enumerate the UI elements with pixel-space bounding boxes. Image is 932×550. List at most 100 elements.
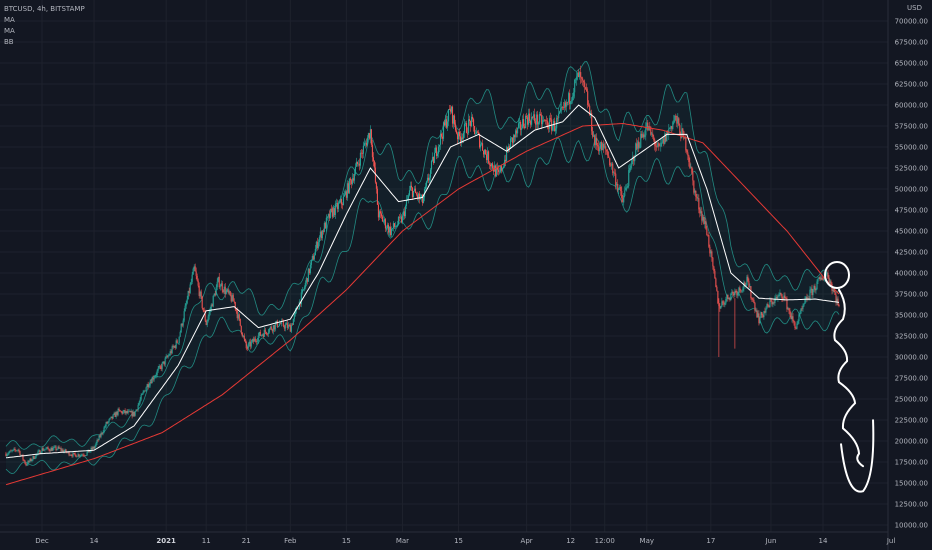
candle bbox=[311, 254, 313, 262]
candle bbox=[144, 390, 146, 392]
indicator-label-bb[interactable]: BB bbox=[4, 38, 14, 46]
candle bbox=[635, 142, 637, 157]
candle bbox=[308, 268, 310, 275]
candle bbox=[731, 288, 733, 296]
candle bbox=[57, 445, 59, 450]
candle bbox=[132, 409, 134, 417]
candle bbox=[708, 231, 710, 249]
candle bbox=[537, 110, 539, 130]
time-tick-label: 12:00 bbox=[595, 537, 615, 545]
candle bbox=[565, 100, 567, 111]
candle bbox=[630, 163, 632, 172]
candle bbox=[53, 445, 55, 450]
candle bbox=[706, 225, 708, 236]
candle bbox=[190, 278, 192, 286]
candle bbox=[457, 131, 460, 143]
candle bbox=[699, 207, 701, 218]
candle bbox=[838, 303, 840, 308]
time-axis-background bbox=[0, 532, 888, 550]
indicator-label-ma-fast[interactable]: MA bbox=[4, 16, 15, 24]
candle bbox=[377, 202, 379, 221]
candle bbox=[636, 138, 638, 151]
symbol-title[interactable]: BTCUSD, 4h, BITSTAMP bbox=[4, 5, 85, 13]
price-tick-label: 65000.00 bbox=[895, 60, 928, 68]
candle bbox=[734, 288, 736, 298]
candle bbox=[677, 113, 679, 129]
candle bbox=[361, 149, 363, 159]
bollinger-lower bbox=[5, 137, 840, 475]
candle bbox=[579, 71, 581, 80]
candle bbox=[560, 104, 562, 113]
candle bbox=[160, 364, 162, 372]
candle bbox=[721, 297, 723, 308]
candle bbox=[309, 262, 311, 275]
candle bbox=[544, 118, 546, 122]
candle bbox=[834, 290, 836, 295]
candle bbox=[301, 286, 303, 295]
candle bbox=[136, 409, 138, 412]
candle bbox=[439, 129, 442, 150]
candle bbox=[110, 416, 112, 419]
time-axis[interactable]: Dec 14 2021 11 21 Feb 15 Mar 15 Apr 12 12:00 May 17 Ju… bbox=[35, 537, 895, 545]
candle bbox=[790, 311, 792, 320]
candle bbox=[502, 167, 504, 173]
candle bbox=[149, 379, 151, 388]
candle bbox=[318, 235, 320, 247]
candle bbox=[78, 453, 80, 458]
candle bbox=[669, 127, 671, 130]
candle bbox=[651, 131, 653, 138]
candle bbox=[365, 138, 367, 148]
candle bbox=[736, 289, 738, 299]
candle bbox=[273, 324, 275, 332]
candle bbox=[403, 207, 406, 220]
candle bbox=[49, 448, 51, 453]
candle bbox=[739, 285, 741, 293]
candle bbox=[307, 267, 309, 282]
candle bbox=[542, 115, 544, 128]
candle bbox=[562, 106, 564, 111]
price-tick-label: 20000.00 bbox=[895, 438, 928, 446]
candle bbox=[134, 411, 136, 417]
candle bbox=[702, 213, 704, 223]
candle bbox=[13, 447, 15, 451]
candle bbox=[637, 139, 639, 153]
candle bbox=[385, 225, 387, 231]
candle bbox=[131, 410, 133, 419]
candle bbox=[647, 120, 649, 132]
candle bbox=[341, 202, 343, 210]
candle bbox=[290, 323, 292, 333]
candle bbox=[611, 162, 613, 170]
candle bbox=[182, 318, 184, 328]
candle bbox=[173, 345, 175, 348]
candle bbox=[794, 321, 796, 331]
candle bbox=[348, 178, 350, 194]
candle bbox=[527, 114, 529, 130]
candle bbox=[786, 296, 788, 312]
candle bbox=[330, 204, 332, 212]
candle bbox=[81, 453, 83, 456]
candle bbox=[792, 312, 794, 324]
candle bbox=[316, 237, 318, 251]
candle bbox=[761, 312, 763, 318]
candle bbox=[705, 218, 707, 230]
price-axis[interactable]: 10000.00 12500.00 15000.00 17500.00 20000.00… bbox=[895, 18, 928, 530]
candle bbox=[14, 447, 16, 452]
candle bbox=[261, 333, 263, 337]
candle bbox=[256, 337, 258, 345]
candle bbox=[757, 310, 759, 319]
candle bbox=[380, 211, 382, 219]
candle bbox=[595, 133, 597, 150]
indicator-label-ma-slow[interactable]: MA bbox=[4, 27, 15, 35]
candle bbox=[605, 141, 607, 155]
candle bbox=[491, 162, 493, 171]
candle bbox=[195, 267, 197, 280]
candle bbox=[258, 331, 260, 339]
candle bbox=[419, 193, 422, 200]
candle bbox=[566, 99, 568, 113]
grid-lines bbox=[0, 0, 892, 532]
candle bbox=[480, 140, 482, 152]
candle bbox=[19, 450, 21, 457]
hand-drawn-annotation bbox=[824, 261, 875, 493]
candle bbox=[405, 195, 408, 209]
